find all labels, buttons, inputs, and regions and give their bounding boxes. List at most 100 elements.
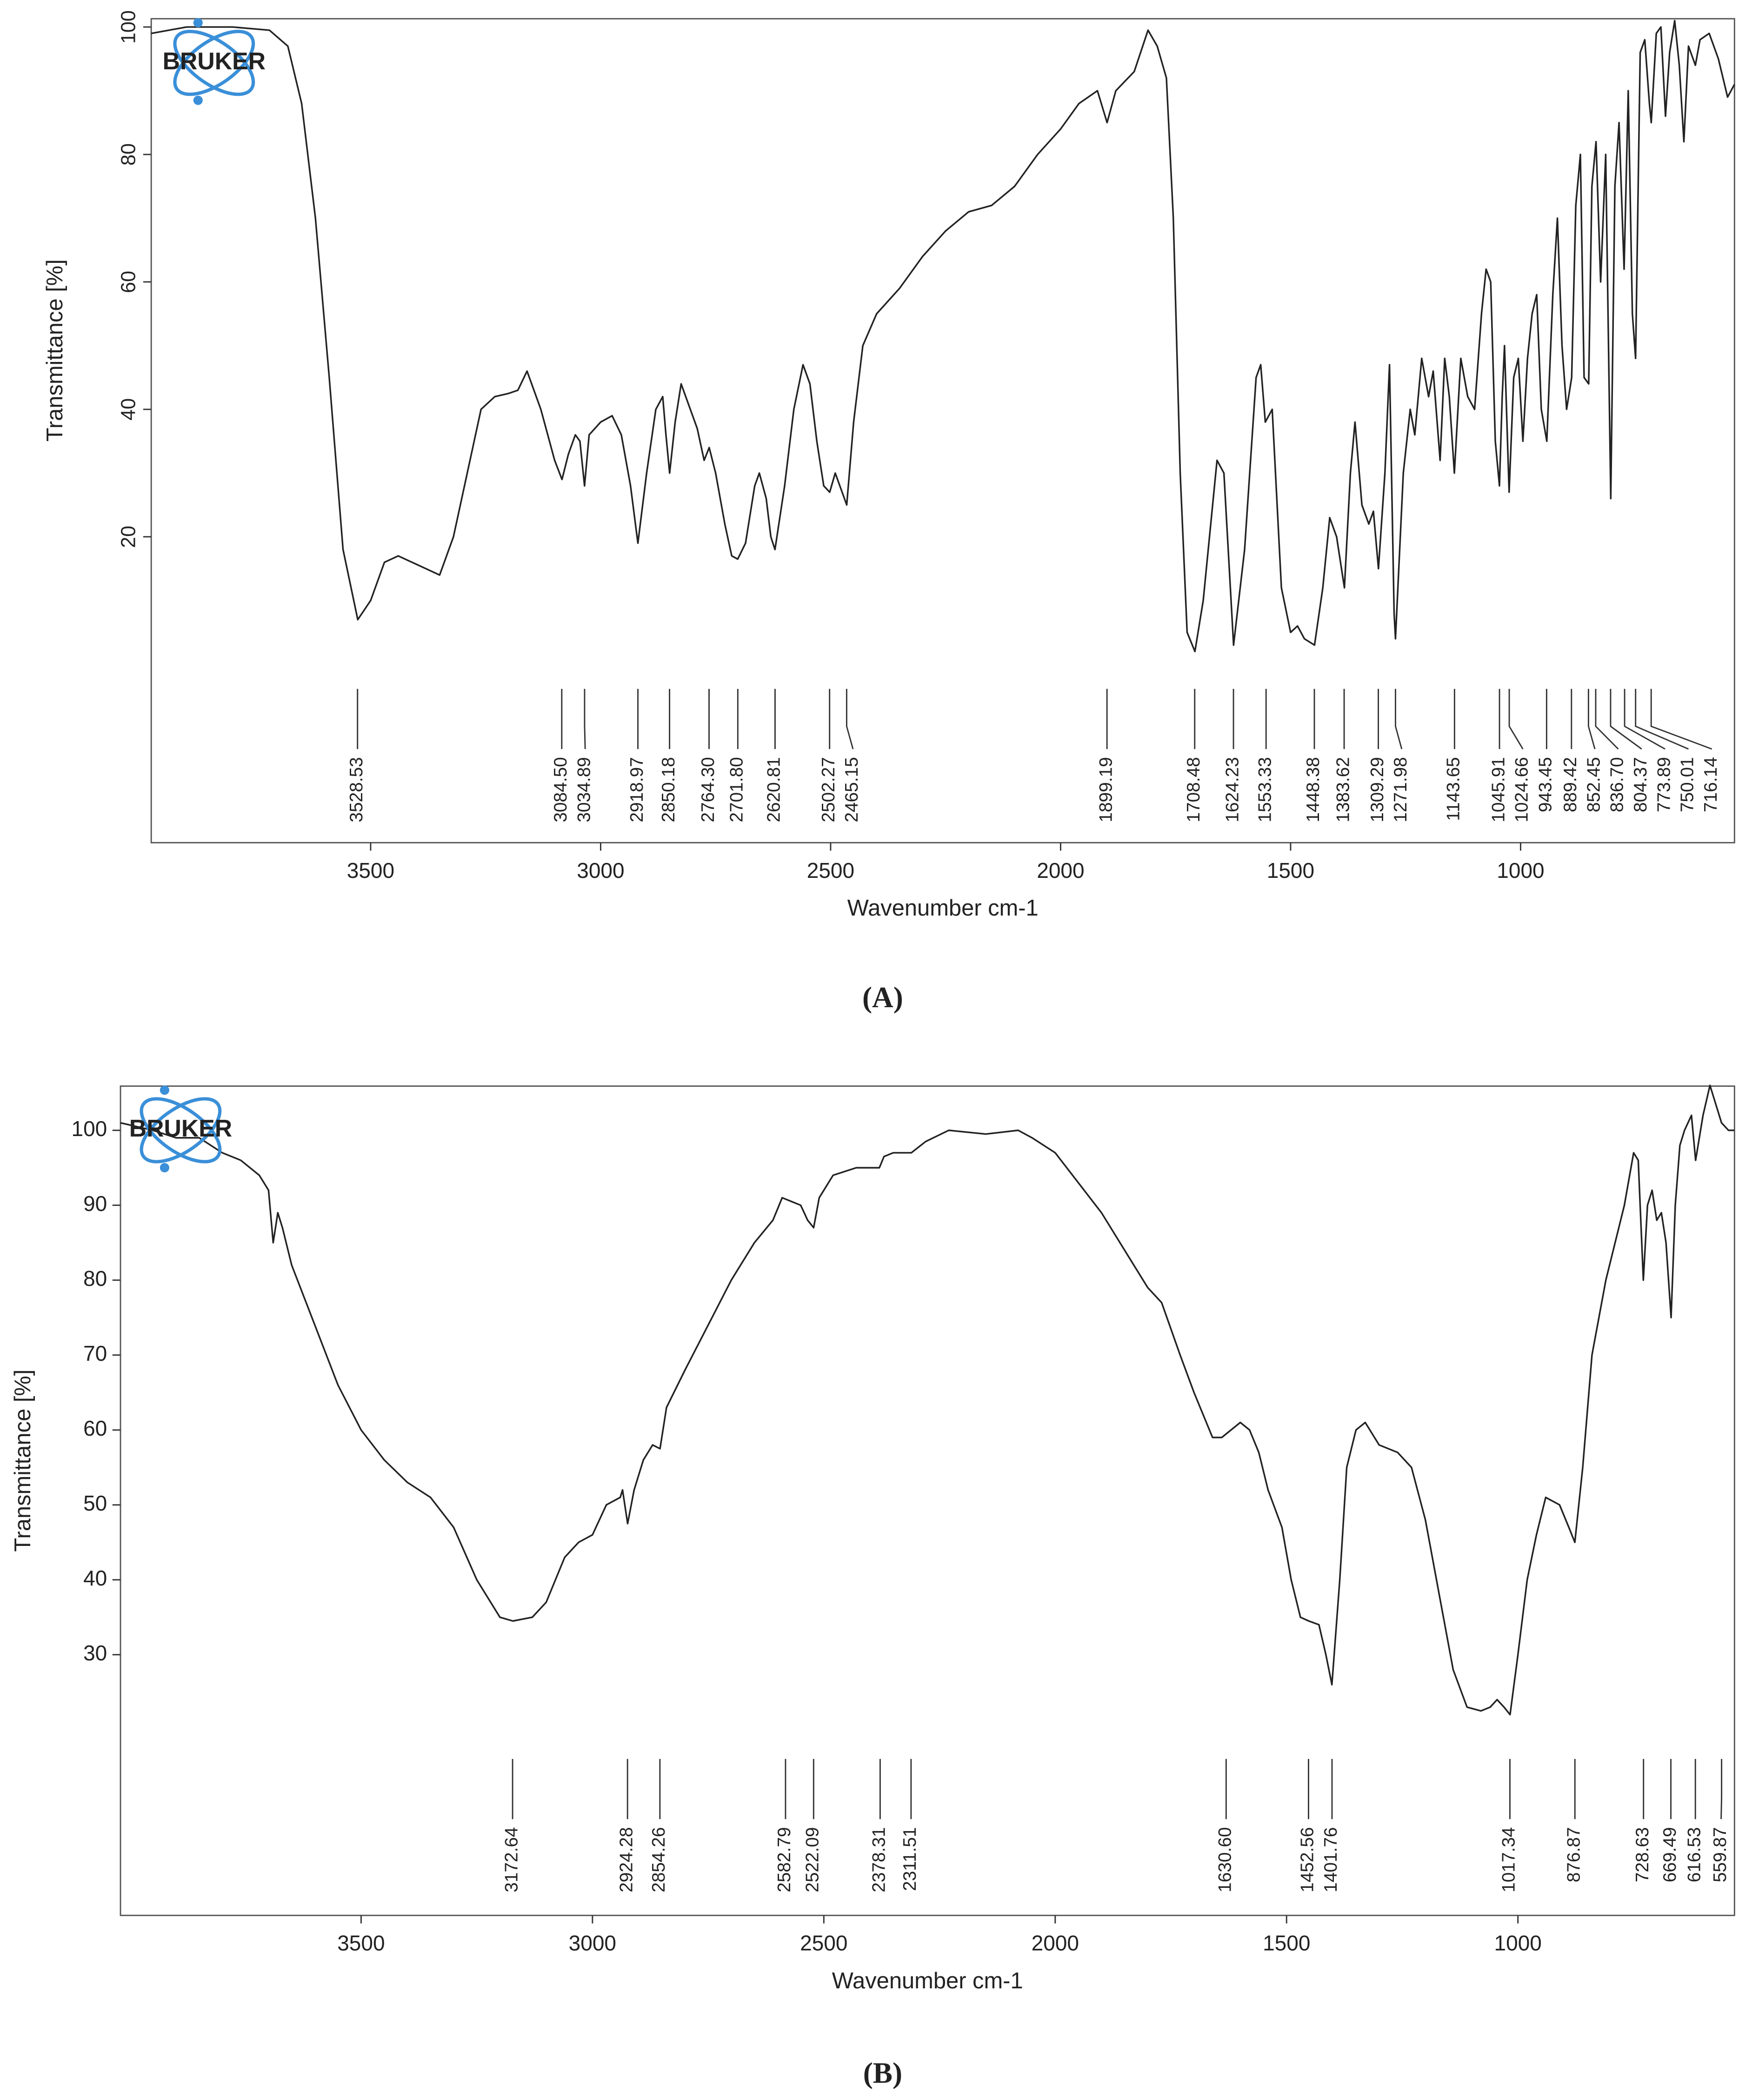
- peak-label: 1143.65: [1444, 757, 1464, 821]
- peak-label: 1899.19: [1096, 757, 1116, 822]
- caption: (A): [862, 981, 903, 1014]
- x-tick-label: 1000: [1494, 1931, 1542, 1955]
- peak-label: 3172.64: [501, 1827, 521, 1892]
- peak-label: 1401.76: [1321, 1827, 1341, 1892]
- y-tick-label: 90: [83, 1191, 107, 1216]
- x-tick-label: 2500: [807, 858, 854, 883]
- logo: BRUKER: [163, 18, 266, 105]
- peak-label: 1271.98: [1391, 757, 1411, 822]
- logo-text: BRUKER: [129, 1115, 232, 1142]
- peak-label: 3084.50: [551, 757, 571, 822]
- peak-label: 1624.23: [1222, 757, 1242, 822]
- peak-label: 3528.53: [346, 757, 366, 822]
- x-tick-label: 2000: [1037, 858, 1084, 883]
- peak-marker: [1508, 689, 1524, 749]
- y-axis-title: Transmittance [%]: [10, 1370, 35, 1552]
- y-tick-label: 80: [83, 1266, 107, 1291]
- y-tick-label: 40: [118, 398, 140, 421]
- spectrum-line: [151, 20, 1735, 653]
- y-tick-label: 100: [118, 10, 140, 44]
- peak-label: 2522.09: [803, 1827, 823, 1892]
- x-tick-label: 1000: [1497, 858, 1544, 883]
- y-tick-label: 80: [118, 143, 140, 166]
- peak-label: 728.63: [1632, 1827, 1652, 1882]
- x-tick-label: 3000: [569, 1931, 616, 1955]
- peak-label: 2378.31: [869, 1827, 889, 1892]
- logo-orbit: [173, 29, 255, 96]
- peak-label: 750.01: [1678, 757, 1698, 812]
- x-tick-label: 2000: [1032, 1931, 1079, 1955]
- x-axis-title: Wavenumber cm-1: [832, 1968, 1023, 1993]
- peak-label: 2311.51: [900, 1827, 920, 1891]
- peak-marker: [1595, 689, 1619, 750]
- peak-label: 2850.18: [659, 757, 679, 822]
- peak-marker: [1720, 1759, 1723, 1819]
- logo-text: BRUKER: [163, 47, 266, 74]
- x-tick-label: 1500: [1267, 858, 1314, 883]
- logo-orbit: [140, 1097, 222, 1164]
- y-tick-label: 40: [83, 1566, 107, 1590]
- x-tick-label: 1500: [1263, 1931, 1310, 1955]
- logo: BRUKER: [129, 1085, 232, 1173]
- peak-label: 876.87: [1564, 1827, 1584, 1882]
- peak-label: 1708.48: [1184, 757, 1204, 822]
- peak-marker: [1395, 689, 1403, 749]
- x-tick-label: 3000: [577, 858, 624, 883]
- peak-label: 1024.66: [1512, 757, 1532, 822]
- peak-label: 2502.27: [819, 757, 839, 822]
- peak-label: 1383.62: [1333, 757, 1353, 822]
- plot-frame: [150, 18, 1735, 843]
- peak-label: 2582.79: [774, 1827, 794, 1892]
- peak-label: 669.49: [1660, 1827, 1680, 1882]
- caption: (B): [863, 2057, 902, 2089]
- peak-label: 1448.38: [1303, 757, 1323, 822]
- logo-dot: [160, 1163, 169, 1173]
- peak-label: 2465.15: [842, 757, 862, 822]
- y-tick-label: 70: [83, 1341, 107, 1365]
- x-tick-label: 3500: [337, 1931, 385, 1955]
- peak-label: 616.53: [1685, 1827, 1705, 1882]
- peak-label: 1309.29: [1367, 757, 1387, 822]
- peak-label: 3034.89: [574, 757, 594, 822]
- peak-label: 1045.91: [1488, 757, 1508, 822]
- logo-orbit: [173, 29, 255, 96]
- peak-label: 773.89: [1654, 757, 1674, 812]
- y-axis-title: Transmittance [%]: [42, 259, 67, 441]
- logo-orbit: [140, 1097, 222, 1164]
- spectrum-line: [120, 1084, 1735, 1716]
- peak-marker: [1650, 689, 1712, 750]
- y-tick-label: 30: [83, 1641, 107, 1665]
- x-tick-label: 3500: [347, 858, 394, 883]
- x-tick-label: 2500: [800, 1931, 847, 1955]
- peak-label: 2924.28: [616, 1827, 636, 1892]
- peak-marker: [1635, 689, 1689, 750]
- y-tick-label: 60: [118, 271, 140, 293]
- peak-label: 889.42: [1560, 757, 1580, 812]
- peak-label: 716.14: [1701, 757, 1721, 812]
- peak-label: 943.45: [1536, 757, 1556, 812]
- peak-label: 2701.80: [727, 757, 747, 822]
- peak-label: 804.37: [1631, 757, 1651, 812]
- peak-marker: [846, 689, 854, 749]
- plot-frame: [120, 1085, 1735, 1916]
- peak-label: 2620.81: [764, 757, 784, 822]
- logo-dot: [193, 18, 203, 27]
- peak-label: 836.70: [1607, 757, 1627, 812]
- y-tick-label: 20: [118, 526, 140, 548]
- y-tick-label: 50: [83, 1491, 107, 1515]
- y-tick-label: 100: [72, 1117, 107, 1141]
- peak-label: 852.45: [1584, 757, 1604, 812]
- peak-label: 1630.60: [1215, 1827, 1235, 1892]
- x-axis-title: Wavenumber cm-1: [847, 896, 1039, 921]
- peak-label: 1553.33: [1255, 757, 1275, 822]
- y-tick-label: 60: [83, 1416, 107, 1440]
- peak-marker: [1587, 689, 1596, 749]
- logo-dot: [193, 95, 203, 105]
- peak-label: 2854.26: [649, 1827, 669, 1892]
- peak-label: 559.87: [1710, 1827, 1730, 1882]
- peak-label: 1452.56: [1298, 1827, 1318, 1892]
- peak-marker: [1624, 689, 1665, 750]
- peak-label: 2918.97: [627, 757, 647, 822]
- peak-label: 2764.30: [698, 757, 718, 822]
